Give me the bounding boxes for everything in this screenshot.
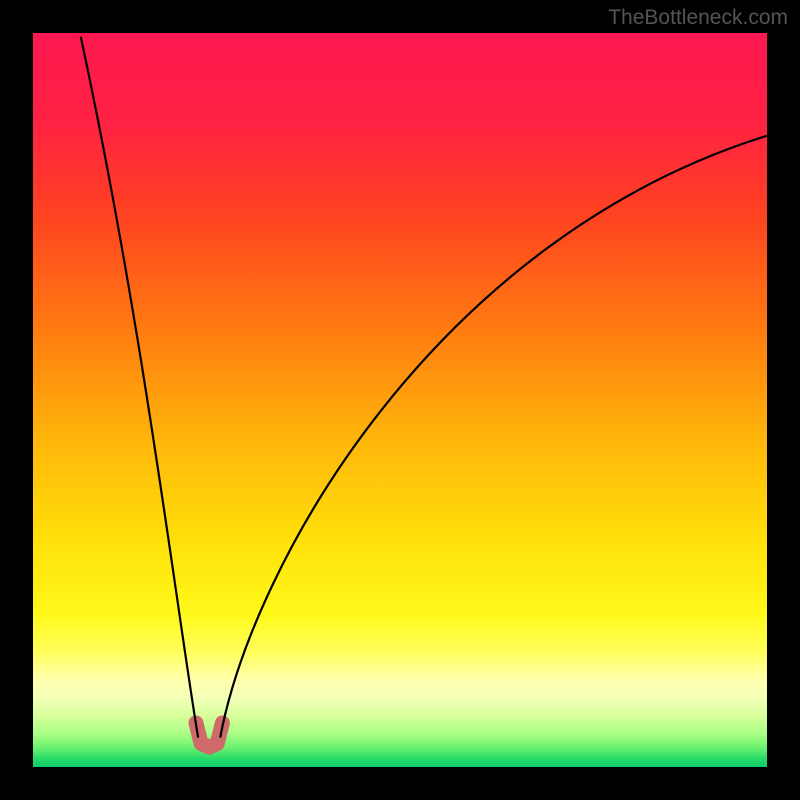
watermark-text: TheBottleneck.com — [608, 6, 788, 30]
bottleneck-chart — [0, 0, 800, 800]
gradient-background — [33, 33, 767, 767]
chart-stage: TheBottleneck.com — [0, 0, 800, 800]
